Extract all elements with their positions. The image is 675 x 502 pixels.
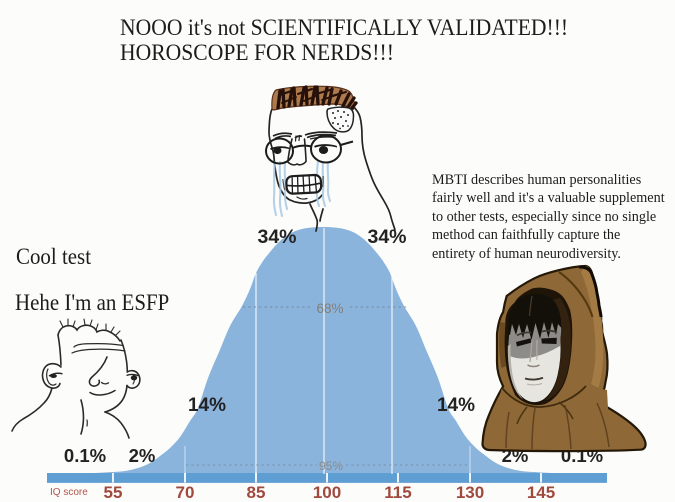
- svg-text:68%: 68%: [316, 301, 343, 316]
- svg-text:95%: 95%: [319, 459, 343, 473]
